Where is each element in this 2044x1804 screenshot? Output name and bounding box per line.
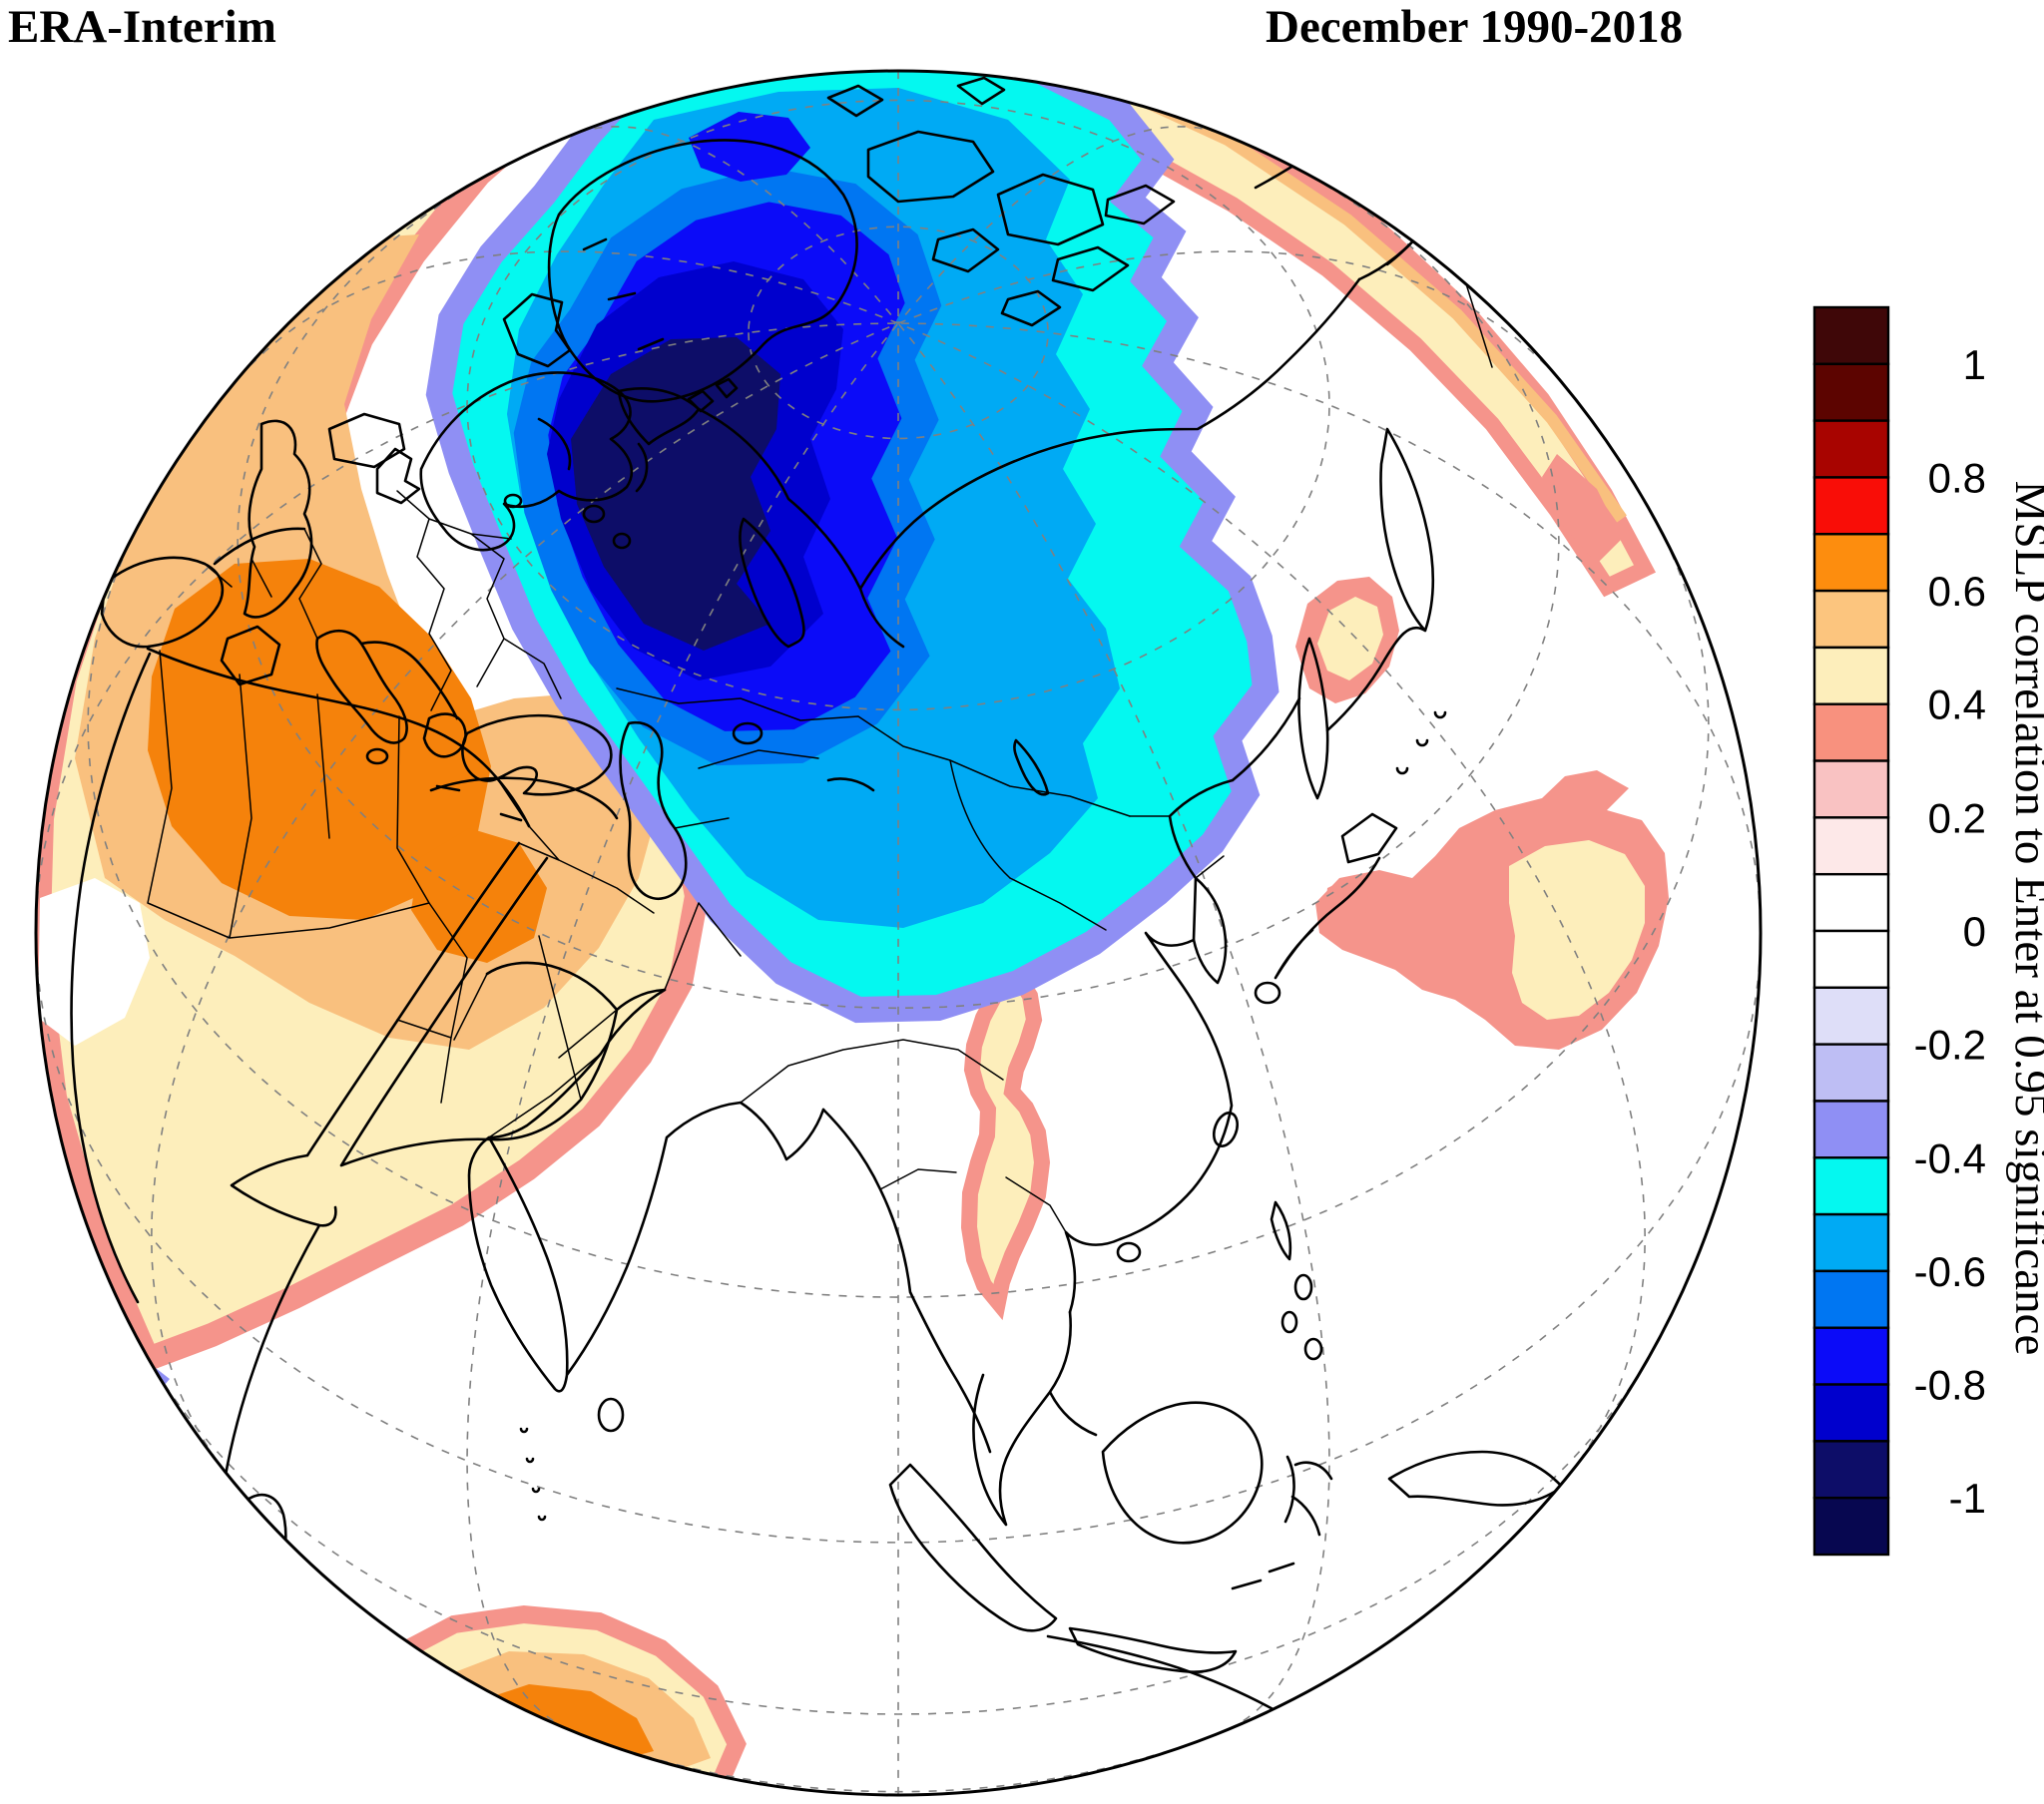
coastline-redsea-africa-east (190, 841, 521, 1623)
colorbar-tick-label: 0.6 (1928, 568, 1986, 615)
colorbar-cell (1812, 476, 1890, 536)
contour-positive-orange-core (148, 559, 491, 920)
colorbar-tick-label: 0.8 (1928, 454, 1986, 501)
graticule-meridian-30 (150, 322, 899, 1475)
graticule-meridian-150 (897, 322, 1647, 1475)
coastline-britain-ireland (220, 419, 313, 686)
graticule-parallel-40 (237, 153, 1560, 1010)
globe-contents (36, 71, 1761, 1795)
contour-positive-okhotsk-cream (1317, 597, 1383, 680)
colorbar-cell (1812, 1100, 1890, 1159)
colorbar-cell (1812, 929, 1890, 990)
colorbar-cell (1812, 533, 1890, 593)
coastline-siberian-arctic (697, 277, 1361, 649)
coastline-taiwan-hainan (1116, 1112, 1239, 1263)
colorbar-cell (1812, 986, 1890, 1046)
coastline-china-seaboard (1064, 778, 1235, 1314)
contour-positive-ne-rim-salmon-tip (1542, 454, 1622, 564)
colorbar-tick-label: 0.2 (1928, 794, 1986, 841)
negative-correlation-contours (125, 71, 1279, 1393)
coastline-india (467, 1101, 825, 1522)
contour-negative-navy-core (571, 337, 780, 651)
graticule (36, 71, 1761, 1795)
graticule-meridian-60 (466, 322, 899, 1730)
contour-positive-pacific-cream (1509, 840, 1645, 1020)
coastline-caspian-aral-lakes (619, 720, 1050, 901)
colorbar-cell (1812, 1156, 1890, 1216)
borders-europe (204, 490, 562, 711)
colorbar-cell (1812, 1212, 1890, 1273)
borders-middle-east (453, 777, 655, 1101)
colorbar (1812, 305, 1890, 1557)
colorbar-cell (1812, 362, 1890, 422)
coastline-kola-white-sea (582, 387, 701, 550)
coastline-canadian-arctic-islands (826, 76, 1176, 327)
colorbar-cell (1812, 419, 1890, 479)
globe-outline (34, 69, 1763, 1797)
colorbar-tick-label: -1 (1949, 1475, 1986, 1522)
colorbar-cell (1812, 759, 1890, 819)
graticule-parallel-60 (466, 99, 1330, 711)
period-title: December 1990-2018 (1266, 1, 1684, 53)
coastline-svalbard (502, 292, 572, 368)
coastline-greenland (547, 139, 858, 403)
coastline-philippines (1270, 1200, 1323, 1361)
colorbar-cell (1812, 589, 1890, 650)
colorbar-cell (1812, 816, 1890, 876)
borders-east-asia (1009, 149, 1493, 931)
country-borders (147, 149, 1493, 1233)
contour-positive-indochina-strip (960, 970, 1051, 1321)
colorbar-tick-label: -0.6 (1914, 1248, 1986, 1295)
colorbar-cell (1812, 1496, 1890, 1557)
colorbar-tick-label: -0.4 (1914, 1134, 1986, 1181)
graticule-meridian-210 (897, 250, 1559, 379)
colorbar-tick-label: 0.4 (1928, 681, 1986, 728)
coastline-scandinavia (375, 371, 634, 552)
contour-positive-ne-rim-sandy-sliver (1095, 74, 1627, 523)
contour-positive-orange-lobe (411, 828, 547, 963)
coastline-black-sea (429, 713, 619, 820)
graticule-meridian-120 (897, 322, 1330, 1730)
colorbar-cell (1812, 1043, 1890, 1103)
coastline-mediterranean (100, 527, 531, 828)
colorbar-cell (1812, 702, 1890, 762)
graticule-meridian-180 (897, 322, 1761, 934)
coastline-arabia (339, 856, 667, 1167)
coastline-borneo-sulawesi (1101, 1401, 1333, 1545)
colorbar-tick-label: -0.8 (1914, 1362, 1986, 1409)
colorbar-cell (1812, 1269, 1890, 1329)
colorbar-tick-labels: 1 0.8 0.6 0.4 0.2 0 -0.2 -0.4 -0.6 -0.8 -1 (1914, 341, 1986, 1522)
graticule-meridian-330 (238, 250, 899, 379)
colorbar-cell (1812, 646, 1890, 705)
colorbar-cell (1812, 305, 1890, 366)
borders-north-africa (147, 650, 468, 1104)
colorbar-cell (1812, 872, 1890, 933)
coastline-kamchatka-okhotsk (1231, 427, 1435, 782)
coastline-iceland (327, 412, 406, 469)
coastline-iran-makran (487, 988, 667, 1139)
colorbar-cell (1812, 1440, 1890, 1500)
colorbar-cell (1812, 1383, 1890, 1443)
graticule-parallel--20 (146, 1355, 1651, 1715)
graticule-meridian-0 (36, 322, 899, 934)
borders-central-asia (616, 687, 1131, 991)
borders-south-asia (488, 1039, 1067, 1233)
coastline-west-africa-rim (70, 652, 152, 1304)
colorbar-tick-label: -0.2 (1914, 1022, 1986, 1069)
dataset-title: ERA-Interim (8, 1, 276, 53)
coastline-sumatra-java (888, 1463, 1238, 1673)
contour-negative-royal-north-patch (689, 112, 810, 182)
coastline-sakhalin-japan-korea (1192, 637, 1447, 1005)
contour-hole-sahara (38, 878, 150, 1046)
colorbar-tick-label: 0 (1963, 908, 1986, 955)
colorbar-tick-label: 1 (1963, 341, 1986, 388)
coastline-indochina-vietnam (972, 1310, 1098, 1527)
colorbar-cell (1812, 1326, 1890, 1386)
colorbar-axis-label: MSLP correlation to Enter at 0.95 signif… (2005, 481, 2044, 1356)
